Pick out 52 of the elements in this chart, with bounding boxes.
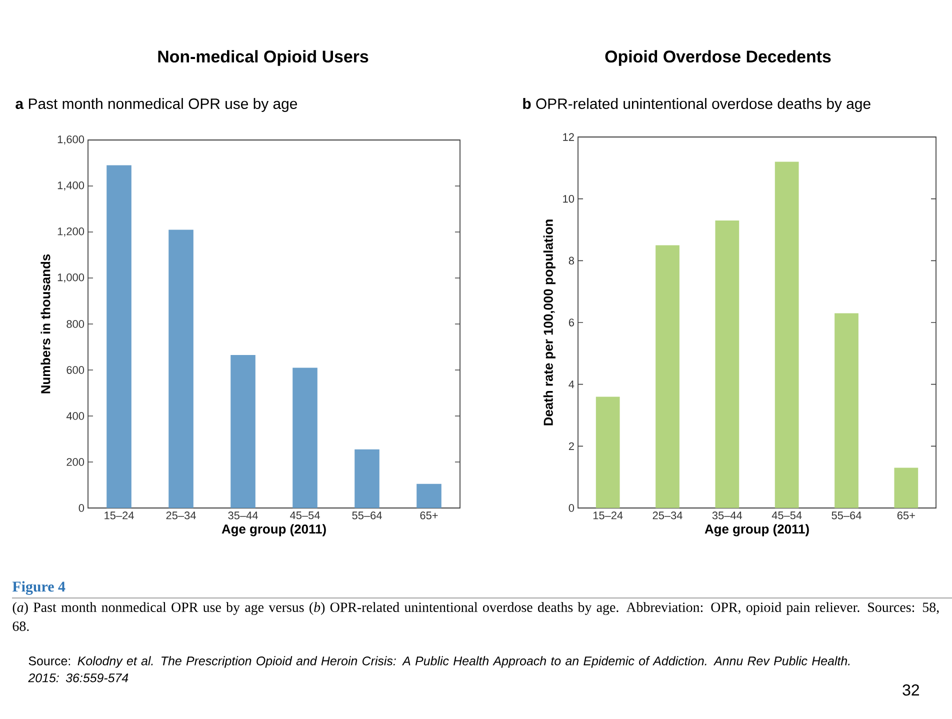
y-tick-label: 0 <box>568 504 574 512</box>
chart-title: Non-medical Opioid Users <box>158 50 368 66</box>
bar <box>292 368 318 508</box>
x-axis-title: Age group (2011) <box>704 524 809 536</box>
text: 32 <box>902 684 919 696</box>
bar <box>416 484 442 508</box>
y-tick-label: 2 <box>568 442 574 450</box>
x-tick-label: 15–24 <box>593 512 623 520</box>
bar <box>354 449 380 508</box>
chart-subtitle: a Past month nonmedical OPR use by age <box>16 98 298 112</box>
bar <box>894 468 918 508</box>
y-tick-label: 4 <box>568 380 574 388</box>
x-axis-title: Age group (2011) <box>222 524 326 536</box>
bar <box>596 396 620 508</box>
chart-title: Opioid Overdose Decedents <box>605 50 831 66</box>
x-tick-label: 55–64 <box>352 512 382 520</box>
x-tick-label: 25–34 <box>166 512 196 520</box>
bar <box>168 230 194 508</box>
x-tick-label: 25–34 <box>652 512 682 520</box>
y-tick-label: 600 <box>66 366 84 374</box>
x-tick-label: 35–44 <box>228 512 258 520</box>
y-tick-label: 800 <box>66 320 84 328</box>
bar <box>106 165 132 508</box>
y-tick-label: 1,400 <box>58 181 84 191</box>
x-tick-label: 45–54 <box>772 512 802 520</box>
y-tick-label: 0 <box>78 504 84 512</box>
source-note: Source: Kolodny et al. The Prescription Opioid and Heroin Crisis: A Public Health Approach to an Epidemic of Addiction. Annu Rev Public Health. 2015: 36:559-574 <box>28 656 850 682</box>
y-tick-label: 200 <box>66 458 84 466</box>
bar <box>834 313 858 508</box>
bar <box>715 220 740 508</box>
x-tick-label: 65+ <box>897 512 915 520</box>
chart-subtitle: b OPR-related unintentional overdose deaths by age <box>523 98 870 112</box>
y-tick-label: 10 <box>563 194 574 203</box>
y-tick-label: 1,000 <box>58 273 84 283</box>
x-tick-label: 35–44 <box>712 512 742 520</box>
x-tick-label: 45–54 <box>290 512 320 520</box>
y-tick-label: 8 <box>568 256 574 265</box>
caption: Figure 4 <box>12 581 66 595</box>
y-tick-label: 1,200 <box>58 227 84 237</box>
y-axis-title: Numbers in thousands <box>40 254 50 394</box>
x-tick-label: 55–64 <box>832 512 862 520</box>
y-tick-label: 6 <box>568 318 574 326</box>
y-tick-label: 1,600 <box>58 135 84 145</box>
y-tick-label: 400 <box>66 412 84 420</box>
x-tick-label: 15–24 <box>104 512 134 520</box>
bar <box>656 245 680 508</box>
y-axis-title: Death rate per 100,000 population <box>543 220 556 426</box>
x-tick-label: 65+ <box>420 512 438 520</box>
y-tick-label: 12 <box>563 133 574 141</box>
bar <box>774 162 799 508</box>
text: (a) Past month nonmedical OPR use by age versus (b) OPR-related unintentional overdose deaths by age. Abbreviation: OPR, opioid pain reliever. Sources: 58, 68. <box>12 602 939 632</box>
bar <box>230 355 256 508</box>
